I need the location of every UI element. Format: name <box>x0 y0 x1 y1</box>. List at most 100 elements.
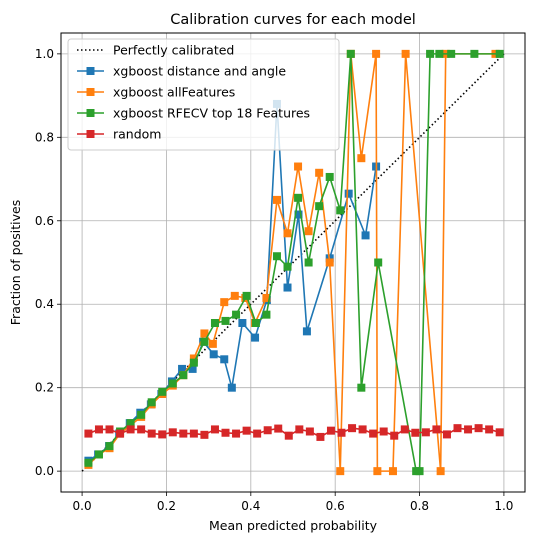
legend-label: xgboost RFECV top 18 Features <box>113 106 310 121</box>
data-point <box>189 429 198 438</box>
data-point <box>295 425 304 434</box>
data-point <box>189 358 198 367</box>
data-point <box>188 364 197 373</box>
data-point <box>209 350 218 359</box>
data-point <box>495 428 504 437</box>
chart-title: Calibration curves for each model <box>170 12 416 28</box>
legend-entry: random <box>77 127 161 142</box>
data-point <box>147 398 156 407</box>
data-point <box>208 339 217 348</box>
data-point <box>305 427 314 436</box>
data-point <box>344 189 353 198</box>
series-layer <box>84 49 504 476</box>
data-point <box>294 193 303 202</box>
y-axis-ticks: 0.0 0.2 0.4 0.6 0.8 1.0 <box>35 47 61 478</box>
data-point <box>168 428 177 437</box>
legend-label: xgboost distance and angle <box>113 64 286 79</box>
data-point <box>390 431 399 440</box>
data-point <box>315 202 324 211</box>
x-tick-label: 0.6 <box>326 499 345 513</box>
data-point <box>304 227 313 236</box>
legend-label: random <box>113 127 161 142</box>
series-line <box>87 103 377 462</box>
y-tick-label: 1.0 <box>35 47 54 61</box>
data-point <box>238 319 247 328</box>
data-point <box>316 432 325 441</box>
data-point <box>179 429 188 438</box>
data-point <box>158 387 167 396</box>
data-point <box>474 424 483 433</box>
data-point <box>400 425 409 434</box>
legend: Perfectly calibrated xgboost distance and… <box>67 38 340 151</box>
legend-marker <box>86 130 95 138</box>
data-point <box>116 429 125 438</box>
data-point <box>220 355 229 364</box>
data-point <box>230 291 239 300</box>
perfectly-calibrated-line <box>81 53 505 472</box>
data-point <box>284 431 293 440</box>
data-point <box>221 428 230 437</box>
data-point <box>179 371 188 380</box>
data-point <box>426 49 435 58</box>
data-point <box>485 425 494 434</box>
x-tick-label: 0.2 <box>157 499 176 513</box>
data-point <box>325 258 334 267</box>
reference-line-layer <box>81 53 505 472</box>
data-point <box>147 429 156 438</box>
data-point <box>200 430 209 439</box>
data-point <box>348 424 357 433</box>
data-point <box>304 258 313 267</box>
series-2 <box>84 49 504 476</box>
series-0 <box>84 99 381 465</box>
data-point <box>200 329 209 338</box>
legend-entry: xgboost allFeatures <box>77 85 235 100</box>
legend-box <box>67 38 340 151</box>
data-point <box>495 49 504 58</box>
legend-entry: xgboost RFECV top 18 Features <box>77 106 310 121</box>
data-point <box>105 425 114 434</box>
data-point <box>302 327 311 336</box>
y-tick-label: 0.2 <box>35 381 54 395</box>
data-point <box>369 429 378 438</box>
data-point <box>442 430 451 439</box>
data-point <box>283 262 292 271</box>
data-point <box>232 310 241 319</box>
data-point <box>94 425 103 434</box>
legend-label: Perfectly calibrated <box>113 43 234 58</box>
x-tick-label: 0.8 <box>410 499 429 513</box>
data-point <box>421 428 430 437</box>
legend-marker <box>86 88 95 96</box>
plot-frame <box>60 32 526 493</box>
data-point <box>189 354 198 363</box>
data-point <box>262 310 271 319</box>
data-point <box>251 333 260 342</box>
x-axis-label: Mean predicted probability <box>209 518 378 533</box>
data-point <box>283 229 292 238</box>
data-point <box>447 49 456 58</box>
data-point <box>411 428 420 437</box>
data-point <box>251 319 260 328</box>
data-point <box>168 379 177 388</box>
data-point <box>373 467 382 476</box>
data-point <box>336 206 345 215</box>
x-tick-label: 0.4 <box>241 499 260 513</box>
data-point <box>105 442 114 451</box>
data-point <box>336 467 345 476</box>
data-point <box>374 258 383 267</box>
data-point <box>137 425 146 434</box>
data-point <box>464 425 473 434</box>
y-tick-label: 0.4 <box>35 297 54 311</box>
data-point <box>294 210 303 219</box>
data-point <box>358 425 367 434</box>
y-tick-label: 0.6 <box>35 214 54 228</box>
data-point <box>263 426 272 435</box>
series-line <box>88 427 500 438</box>
data-point <box>126 419 135 428</box>
data-point <box>357 154 366 163</box>
data-point <box>415 467 424 476</box>
legend-marker <box>86 109 95 117</box>
data-point <box>272 252 281 261</box>
data-point <box>315 168 324 177</box>
data-point <box>283 283 292 292</box>
